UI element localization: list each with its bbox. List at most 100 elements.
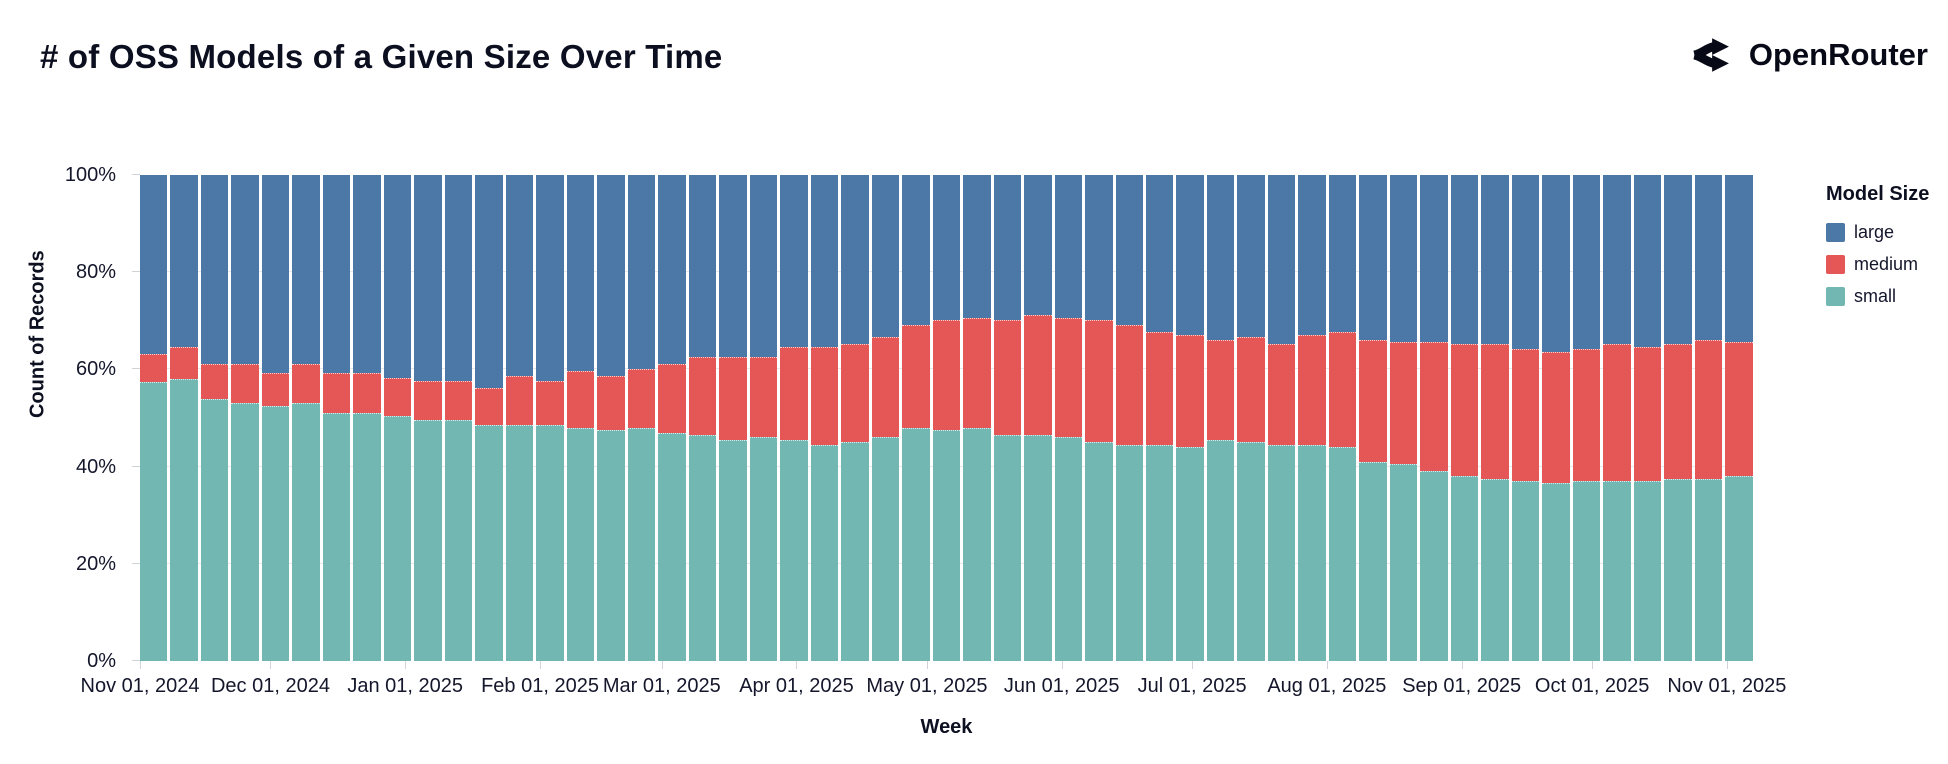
bar-segment-large[interactable] bbox=[719, 175, 747, 357]
bar-segment-medium[interactable] bbox=[1206, 339, 1235, 440]
bar-segment-medium[interactable] bbox=[1145, 332, 1174, 445]
bar-segment-small[interactable] bbox=[292, 403, 320, 661]
bar-segment-large[interactable] bbox=[1206, 175, 1235, 340]
bar-segment-medium[interactable] bbox=[444, 380, 473, 421]
bar-week-2025-02-21[interactable] bbox=[627, 175, 656, 662]
bar-week-2025-07-11[interactable] bbox=[1237, 175, 1265, 661]
bar-segment-medium[interactable] bbox=[1725, 341, 1753, 477]
bar-week-2025-06-06[interactable] bbox=[1085, 175, 1113, 661]
bar-week-2025-06-13[interactable] bbox=[1115, 175, 1143, 661]
bar-week-2025-01-17[interactable] bbox=[475, 175, 503, 662]
bar-week-2025-08-22[interactable] bbox=[1420, 175, 1448, 662]
bar-segment-large[interactable] bbox=[1725, 175, 1753, 342]
bar-segment-large[interactable] bbox=[749, 175, 778, 357]
bar-segment-medium[interactable] bbox=[993, 320, 1022, 435]
bar-segment-large[interactable] bbox=[1420, 175, 1448, 342]
bar-segment-medium[interactable] bbox=[231, 363, 259, 404]
bar-week-2025-05-09[interactable] bbox=[963, 175, 991, 662]
bar-segment-small[interactable] bbox=[1024, 434, 1052, 661]
bar-week-2024-12-20[interactable] bbox=[353, 175, 381, 661]
bar-segment-medium[interactable] bbox=[688, 356, 717, 435]
bar-segment-small[interactable] bbox=[1420, 471, 1448, 662]
bar-segment-large[interactable] bbox=[261, 175, 290, 374]
bar-segment-large[interactable] bbox=[1115, 175, 1143, 326]
bar-segment-large[interactable] bbox=[932, 175, 961, 321]
bar-week-2025-04-04[interactable] bbox=[810, 175, 839, 661]
bar-week-2025-04-25[interactable] bbox=[902, 175, 930, 662]
bar-segment-medium[interactable] bbox=[658, 363, 686, 433]
bar-segment-medium[interactable] bbox=[1328, 332, 1357, 448]
bar-segment-medium[interactable] bbox=[536, 380, 564, 426]
bar-segment-small[interactable] bbox=[140, 381, 168, 661]
bar-segment-small[interactable] bbox=[627, 427, 656, 662]
bar-segment-medium[interactable] bbox=[871, 337, 900, 438]
bar-week-2024-11-01[interactable] bbox=[140, 175, 168, 661]
bar-segment-medium[interactable] bbox=[627, 368, 656, 428]
bar-segment-small[interactable] bbox=[1176, 447, 1204, 661]
bar-segment-large[interactable] bbox=[1328, 175, 1357, 333]
bar-segment-small[interactable] bbox=[1664, 478, 1692, 661]
bar-segment-small[interactable] bbox=[810, 444, 839, 661]
bar-segment-medium[interactable] bbox=[1389, 341, 1418, 464]
bar-segment-medium[interactable] bbox=[1085, 320, 1113, 443]
bar-segment-medium[interactable] bbox=[1633, 346, 1662, 481]
bar-segment-large[interactable] bbox=[1054, 175, 1083, 318]
bar-segment-large[interactable] bbox=[505, 175, 534, 376]
bar-week-2025-03-14[interactable] bbox=[719, 175, 747, 661]
bar-segment-small[interactable] bbox=[475, 425, 503, 662]
bar-segment-small[interactable] bbox=[1206, 439, 1235, 661]
bar-week-2024-11-15[interactable] bbox=[200, 175, 229, 661]
bar-week-2025-08-08[interactable] bbox=[1359, 175, 1387, 661]
bar-segment-small[interactable] bbox=[932, 430, 961, 661]
bar-week-2025-03-28[interactable] bbox=[780, 175, 808, 661]
bar-week-2025-04-11[interactable] bbox=[841, 175, 869, 661]
bar-segment-medium[interactable] bbox=[566, 371, 595, 428]
bar-week-2025-02-07[interactable] bbox=[566, 175, 595, 662]
bar-week-2024-11-22[interactable] bbox=[231, 175, 259, 661]
bar-segment-small[interactable] bbox=[322, 413, 351, 661]
bar-segment-small[interactable] bbox=[1145, 444, 1174, 661]
bar-segment-large[interactable] bbox=[1511, 175, 1540, 350]
bar-segment-large[interactable] bbox=[871, 175, 900, 338]
bar-segment-medium[interactable] bbox=[505, 375, 534, 426]
bar-segment-large[interactable] bbox=[1359, 175, 1387, 340]
bar-week-2025-09-12[interactable] bbox=[1511, 175, 1540, 661]
bar-segment-medium[interactable] bbox=[261, 373, 290, 406]
bar-segment-medium[interactable] bbox=[597, 375, 625, 431]
bar-segment-large[interactable] bbox=[383, 175, 412, 379]
bar-week-2025-03-21[interactable] bbox=[749, 175, 778, 661]
bar-week-2025-10-31[interactable] bbox=[1725, 175, 1753, 661]
bar-segment-medium[interactable] bbox=[1481, 344, 1509, 479]
bar-segment-medium[interactable] bbox=[1054, 317, 1083, 438]
bar-segment-large[interactable] bbox=[1603, 175, 1631, 345]
bar-segment-small[interactable] bbox=[902, 427, 930, 662]
bar-segment-small[interactable] bbox=[993, 434, 1022, 661]
bar-segment-medium[interactable] bbox=[322, 373, 351, 414]
bar-segment-small[interactable] bbox=[566, 427, 595, 662]
bar-segment-small[interactable] bbox=[1572, 480, 1601, 661]
bar-segment-large[interactable] bbox=[414, 175, 442, 381]
bar-segment-medium[interactable] bbox=[932, 320, 961, 431]
bar-segment-large[interactable] bbox=[1450, 175, 1479, 345]
bar-week-2025-05-30[interactable] bbox=[1054, 175, 1083, 661]
bar-segment-small[interactable] bbox=[1359, 461, 1387, 661]
bar-segment-medium[interactable] bbox=[841, 344, 869, 443]
bar-segment-small[interactable] bbox=[261, 405, 290, 661]
bar-segment-small[interactable] bbox=[719, 439, 747, 661]
bar-segment-medium[interactable] bbox=[1115, 325, 1143, 445]
bar-segment-small[interactable] bbox=[688, 434, 717, 661]
bar-week-2025-09-19[interactable] bbox=[1542, 175, 1570, 661]
bar-week-2025-09-26[interactable] bbox=[1572, 175, 1601, 661]
bar-segment-large[interactable] bbox=[688, 175, 717, 357]
bar-segment-small[interactable] bbox=[1450, 476, 1479, 662]
bar-week-2025-01-03[interactable] bbox=[414, 175, 442, 661]
bar-week-2025-05-23[interactable] bbox=[1024, 175, 1052, 661]
bar-segment-medium[interactable] bbox=[1267, 344, 1296, 445]
bar-segment-medium[interactable] bbox=[1359, 339, 1387, 462]
bar-segment-medium[interactable] bbox=[810, 346, 839, 445]
bar-segment-large[interactable] bbox=[566, 175, 595, 372]
bar-segment-medium[interactable] bbox=[1420, 341, 1448, 472]
bar-segment-small[interactable] bbox=[963, 427, 991, 662]
bar-segment-medium[interactable] bbox=[1694, 339, 1723, 479]
bar-week-2025-07-18[interactable] bbox=[1267, 175, 1296, 661]
